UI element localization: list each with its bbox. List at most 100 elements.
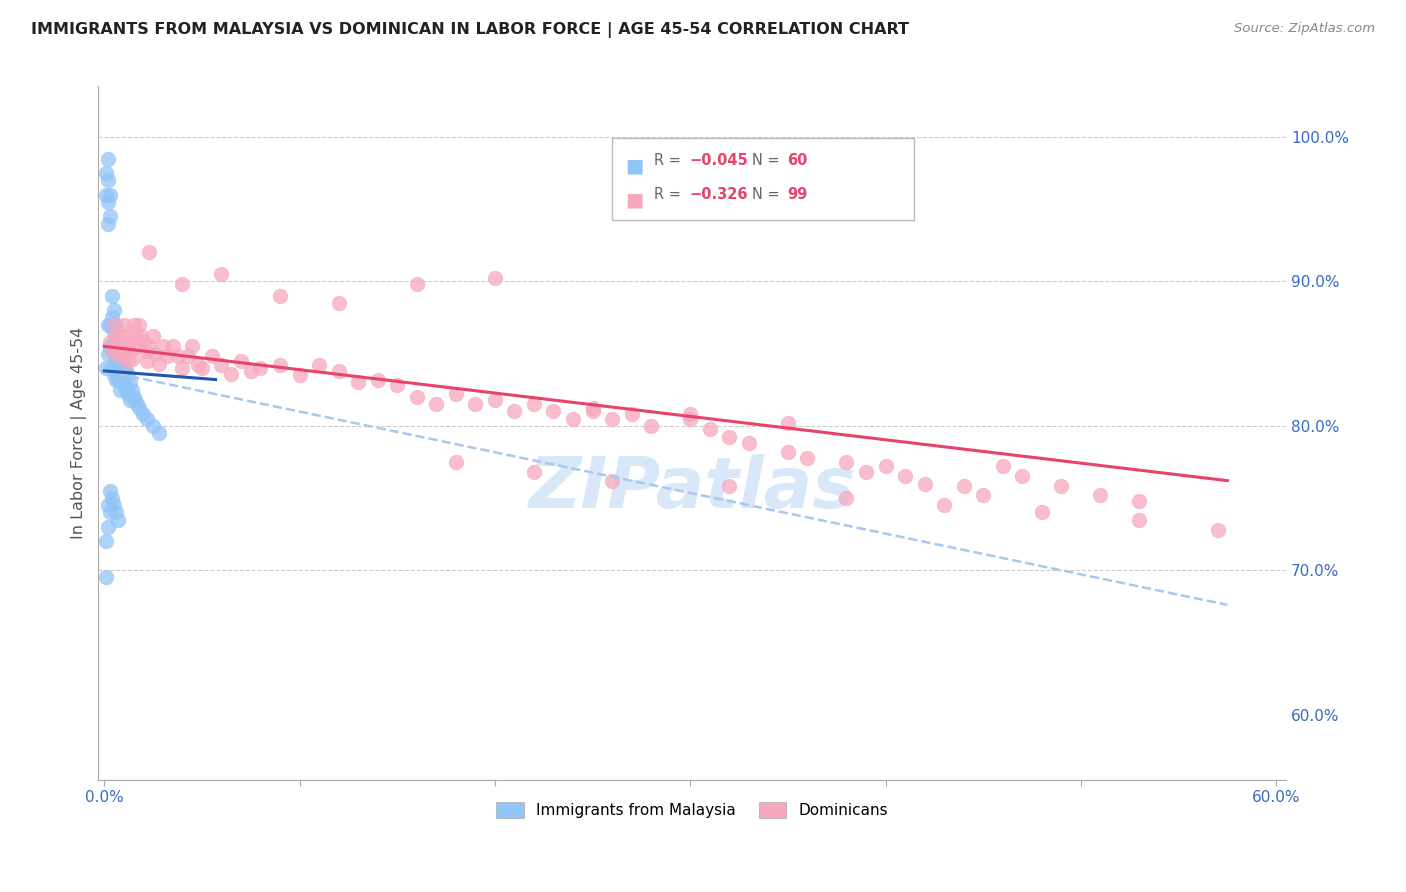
Text: N =: N =: [752, 187, 785, 202]
Point: [112, 361, 135, 376]
Point: [122, 390, 145, 404]
Point: [97, 217, 120, 231]
Point: [148, 357, 170, 371]
Point: [464, 397, 486, 411]
Point: [136, 353, 159, 368]
Point: [620, 407, 643, 421]
Point: [444, 387, 467, 401]
Point: [97, 194, 120, 209]
Point: [387, 378, 409, 392]
Point: [191, 361, 214, 376]
Point: [328, 296, 350, 310]
Point: [1050, 479, 1073, 493]
Point: [111, 353, 134, 368]
Point: [108, 383, 131, 397]
Point: [425, 397, 447, 411]
Point: [952, 479, 974, 493]
Point: [96, 570, 118, 584]
Text: ZIPatlas: ZIPatlas: [529, 454, 856, 523]
Text: −0.045: −0.045: [689, 153, 748, 169]
Point: [219, 367, 242, 381]
Point: [172, 361, 194, 376]
Point: [1031, 505, 1053, 519]
Point: [104, 318, 127, 332]
Point: [101, 491, 124, 505]
Text: 99: 99: [787, 187, 807, 202]
Text: 60: 60: [787, 153, 807, 169]
Point: [96, 187, 118, 202]
Point: [718, 430, 741, 444]
Point: [835, 491, 858, 505]
Point: [699, 422, 721, 436]
Point: [108, 350, 131, 364]
Point: [835, 455, 858, 469]
Point: [101, 339, 124, 353]
Point: [503, 404, 526, 418]
Point: [111, 338, 134, 352]
Text: ■: ■: [626, 190, 644, 209]
Point: [128, 401, 150, 416]
Point: [98, 210, 121, 224]
Point: [97, 346, 120, 360]
Point: [114, 329, 136, 343]
Point: [167, 350, 190, 364]
Point: [172, 277, 194, 292]
Point: [581, 401, 603, 416]
Point: [543, 404, 565, 418]
Point: [776, 444, 799, 458]
Point: [103, 346, 125, 360]
Point: [875, 459, 897, 474]
Point: [134, 343, 156, 358]
Point: [103, 498, 125, 512]
Point: [142, 418, 165, 433]
Point: [121, 352, 143, 367]
Point: [107, 339, 129, 353]
Point: [107, 334, 129, 349]
Point: [679, 407, 702, 421]
Point: [562, 411, 585, 425]
Legend: Immigrants from Malaysia, Dominicans: Immigrants from Malaysia, Dominicans: [491, 796, 894, 824]
Point: [328, 364, 350, 378]
Point: [138, 339, 160, 353]
Text: Source: ZipAtlas.com: Source: ZipAtlas.com: [1234, 22, 1375, 36]
Text: R =: R =: [654, 187, 685, 202]
Point: [581, 404, 603, 418]
Point: [138, 245, 160, 260]
Point: [718, 479, 741, 493]
Point: [796, 450, 818, 465]
Point: [127, 397, 149, 411]
Point: [738, 436, 761, 450]
Point: [112, 318, 135, 332]
Point: [600, 474, 623, 488]
Point: [600, 411, 623, 425]
Point: [112, 346, 135, 360]
Point: [209, 358, 232, 372]
Text: N =: N =: [752, 153, 785, 169]
Point: [209, 267, 232, 281]
Point: [117, 387, 139, 401]
Text: −0.326: −0.326: [689, 187, 748, 202]
Point: [96, 361, 118, 376]
Point: [108, 343, 131, 358]
Point: [972, 488, 994, 502]
Point: [97, 173, 120, 187]
Point: [201, 350, 224, 364]
Point: [288, 368, 311, 383]
Point: [131, 329, 153, 343]
Point: [124, 329, 146, 343]
Point: [98, 339, 121, 353]
Point: [124, 392, 146, 407]
Point: [97, 152, 120, 166]
Point: [347, 376, 370, 390]
Point: [1206, 523, 1229, 537]
Point: [98, 318, 121, 332]
Point: [96, 166, 118, 180]
Point: [855, 465, 877, 479]
Point: [181, 339, 204, 353]
Point: [405, 390, 427, 404]
Point: [118, 376, 141, 390]
Point: [101, 361, 124, 376]
Point: [107, 353, 129, 368]
Point: [229, 353, 252, 368]
Point: [991, 459, 1014, 474]
